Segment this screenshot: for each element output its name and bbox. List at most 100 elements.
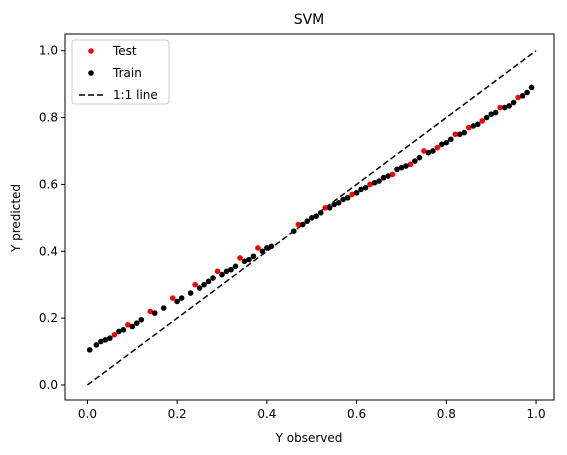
test-point <box>389 171 396 178</box>
legend-label: 1:1 line <box>113 88 158 102</box>
test-point <box>407 161 414 168</box>
train-point <box>232 263 239 270</box>
train-point <box>456 131 463 138</box>
test-point <box>452 131 459 138</box>
test-point <box>295 221 302 228</box>
x-tick-label: 0.0 <box>78 407 97 421</box>
train-point <box>160 305 167 311</box>
train-point <box>519 93 526 99</box>
train-point <box>376 178 382 184</box>
train-point <box>362 184 369 191</box>
train-point <box>133 320 140 326</box>
train-point <box>102 337 109 343</box>
test-point <box>255 245 261 251</box>
train-point <box>223 268 230 275</box>
train-point <box>331 201 337 208</box>
test-point <box>237 255 243 261</box>
train-point <box>358 186 364 193</box>
train-point <box>174 298 180 305</box>
legend-label: Train <box>112 66 142 80</box>
train-point <box>439 141 445 148</box>
x-tick-label: 0.6 <box>347 407 366 421</box>
train-point <box>304 218 311 224</box>
legend: Test Train 1:1 line <box>71 39 170 105</box>
train-point <box>268 243 275 250</box>
train-point <box>385 173 391 179</box>
legend-box <box>71 39 170 105</box>
train-point <box>461 129 468 136</box>
test-point <box>214 268 221 275</box>
train-point <box>474 121 481 128</box>
train-point <box>326 205 333 211</box>
train-point <box>353 189 360 196</box>
train-point <box>129 323 136 330</box>
test-point <box>125 321 131 328</box>
x-tick-label: 1.0 <box>527 407 546 421</box>
x-tick-label: 0.2 <box>168 407 187 421</box>
test-point <box>111 332 118 338</box>
train-point <box>241 258 248 265</box>
train-point <box>344 194 351 201</box>
x-tick-label: 0.4 <box>257 407 276 421</box>
train-point <box>246 256 252 263</box>
train-point <box>488 111 494 118</box>
train-point <box>335 199 342 206</box>
x-tick-label: 0.8 <box>437 407 456 421</box>
train-point <box>403 163 409 169</box>
test-point <box>421 148 427 154</box>
train-point <box>443 139 450 146</box>
train-point <box>151 310 158 316</box>
train-point <box>430 148 436 154</box>
legend-swatch-dot <box>88 70 94 76</box>
test-point <box>192 281 198 288</box>
legend-label: Test <box>112 44 137 58</box>
train-point <box>107 335 113 341</box>
train-point <box>138 316 145 323</box>
train-point <box>425 149 432 156</box>
train-point <box>483 114 490 121</box>
train-point <box>416 154 423 161</box>
train-point <box>510 99 517 106</box>
train-point <box>259 248 266 255</box>
train-point <box>201 281 207 288</box>
train-point <box>86 347 93 353</box>
train-point <box>290 228 297 235</box>
y-tick-label: 0.6 <box>39 177 58 191</box>
test-point <box>322 205 329 211</box>
train-point <box>210 275 216 281</box>
train-point <box>299 221 306 228</box>
train-point <box>250 253 257 260</box>
chart-title: SVM <box>294 12 325 28</box>
y-tick-label: 0.0 <box>39 378 58 392</box>
train-point <box>380 174 387 181</box>
y-tick-label: 0.4 <box>39 244 58 258</box>
test-point <box>434 144 441 151</box>
test-point <box>515 94 521 101</box>
train-point <box>398 164 405 171</box>
train-point <box>98 338 104 345</box>
train-point <box>412 158 418 164</box>
test-point <box>479 118 486 124</box>
train-point <box>120 327 127 333</box>
test-point <box>169 295 176 301</box>
train-point <box>470 123 477 129</box>
train-point <box>528 84 535 91</box>
train-point <box>187 290 194 296</box>
train-point <box>308 215 315 221</box>
plot-frame <box>64 33 555 401</box>
legend-swatch-dot <box>88 48 94 54</box>
test-point <box>367 181 373 188</box>
y-tick-label: 0.8 <box>39 111 58 125</box>
test-point <box>349 191 355 198</box>
train-point <box>501 104 508 111</box>
train-point <box>116 328 122 335</box>
train-point <box>448 136 454 143</box>
train-point <box>205 278 212 285</box>
train-point <box>371 179 378 186</box>
test-point <box>465 124 472 131</box>
train-point <box>524 89 530 96</box>
train-point <box>219 271 225 278</box>
test-point <box>497 104 503 111</box>
train-point <box>313 213 320 219</box>
